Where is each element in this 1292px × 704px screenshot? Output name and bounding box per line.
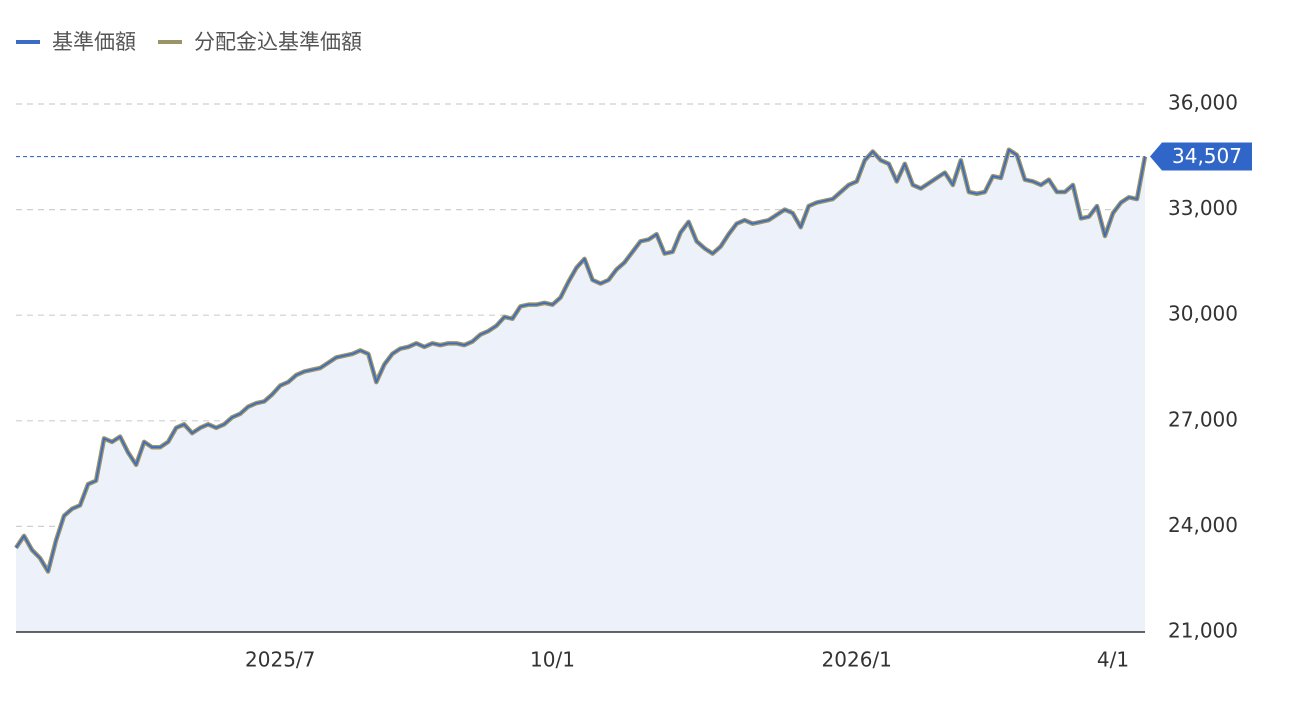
y-tick-label: 30,000 <box>1168 302 1238 326</box>
area <box>16 149 1145 632</box>
y-tick-label: 33,000 <box>1168 196 1238 220</box>
y-tick-label: 27,000 <box>1168 407 1238 431</box>
series-line <box>15 148 1146 573</box>
x-tick-label: 4/1 <box>1097 648 1129 672</box>
y-tick-label: 24,000 <box>1168 513 1238 537</box>
legend-label: 分配金込基準価額 <box>194 30 362 54</box>
x-tick-label: 2026/1 <box>822 648 892 672</box>
value-badge-label: 34,507 <box>1172 144 1242 168</box>
x-tick-label: 2025/7 <box>245 648 315 672</box>
y-tick-label: 21,000 <box>1168 619 1238 643</box>
y-tick-label: 36,000 <box>1168 91 1238 115</box>
legend-label: 基準価額 <box>52 30 136 54</box>
value-badge <box>1150 142 1252 171</box>
x-tick-label: 10/1 <box>530 648 575 672</box>
